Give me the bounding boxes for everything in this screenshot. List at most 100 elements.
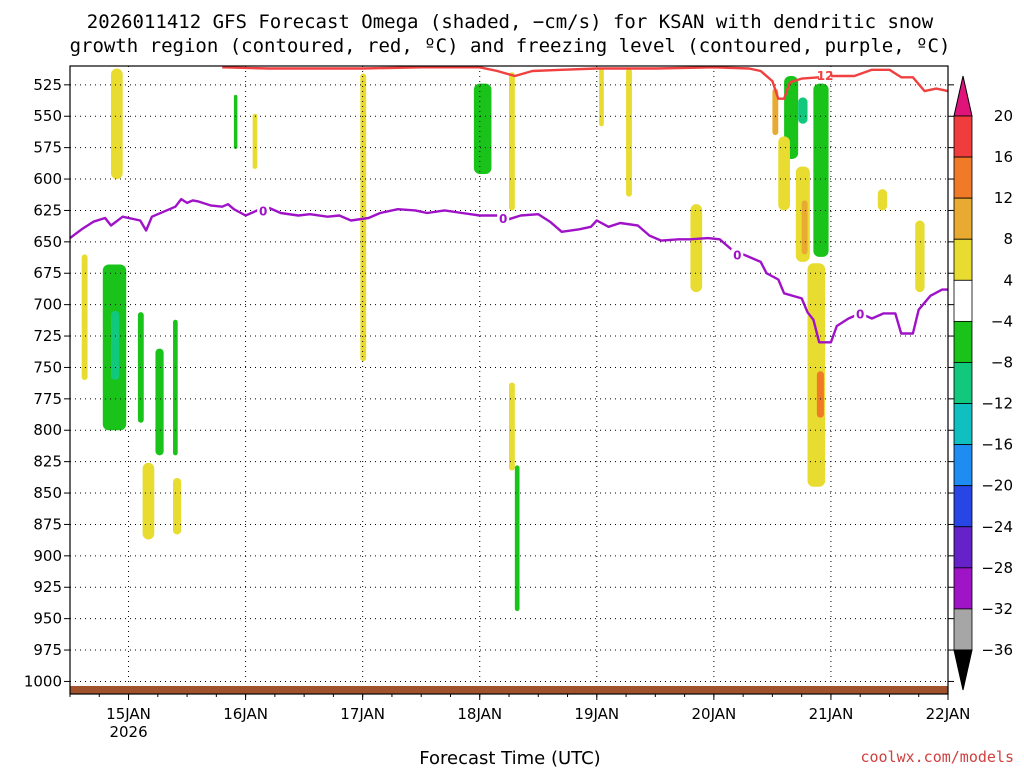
y-axis-ticks: 525 550 575 600 625 650 675 700 725 750 775 800 825 8… (24, 76, 954, 690)
freezing-level-label-bg (731, 248, 744, 262)
credit-text: coolwx.com/models (860, 748, 1014, 766)
omega-region (173, 477, 182, 535)
y-tick-label: 750 (33, 358, 62, 376)
terrain-band (70, 686, 948, 694)
chart-title-line-2: growth region (contoured, red, ºC) and f… (70, 35, 951, 57)
omega-region (690, 204, 703, 293)
colorbar-label: 12 (994, 189, 1013, 207)
freezing-level-label: 0 (259, 205, 267, 219)
omega-region (473, 83, 492, 175)
y-tick-label: 600 (33, 170, 62, 188)
colorbar-label: −28 (981, 559, 1013, 577)
y-tick-label: 975 (33, 641, 62, 659)
omega-region (233, 94, 238, 149)
x-tick-label: 22JAN (926, 705, 971, 723)
y-tick-label: 650 (33, 233, 62, 251)
x-axis-label: Forecast Time (UTC) (419, 748, 600, 768)
omega-region (801, 200, 808, 255)
colorbar-box (953, 279, 973, 322)
y-tick-label: 825 (33, 453, 62, 471)
freezing-level-label-bg (854, 307, 867, 321)
colorbar-box (953, 156, 973, 199)
colorbar-box (953, 608, 973, 651)
colorbar-label: −16 (981, 436, 1013, 454)
x-tick-label: 17JAN (340, 705, 385, 723)
omega-region (81, 254, 88, 380)
colorbar-box (953, 567, 973, 610)
omega-region (798, 97, 808, 124)
colorbar-label: −8 (991, 353, 1013, 371)
chart-title-line-1: 2026011412 GFS Forecast Omega (shaded, −… (87, 11, 934, 33)
x-tick-label: 21JAN (809, 705, 854, 723)
omega-region (252, 113, 258, 169)
colorbar-box (953, 238, 973, 281)
omega-region (877, 189, 888, 211)
y-tick-label: 800 (33, 421, 62, 439)
omega-region (599, 68, 604, 127)
omega-region (110, 310, 120, 380)
freezing-level-label: 0 (733, 249, 741, 263)
colorbar-label: −4 (991, 312, 1013, 330)
y-tick-label: 900 (33, 547, 62, 565)
x-tick-sublabel: 2026 (109, 723, 147, 741)
y-tick-label: 950 (33, 610, 62, 628)
freezing-level-label-bg (497, 212, 510, 226)
colorbar-bottom-triangle (953, 649, 973, 691)
colorbar-label: −36 (981, 641, 1013, 659)
colorbar-box (953, 526, 973, 569)
y-tick-label: 725 (33, 327, 62, 345)
omega-region (155, 348, 164, 456)
colorbar-top-triangle (953, 75, 973, 117)
colorbar-box (953, 197, 973, 240)
omega-region (816, 371, 824, 418)
colorbar-label: −12 (981, 395, 1013, 413)
contour-layer: 0 0 0 0 12 (69, 66, 949, 344)
omega-region (772, 88, 779, 136)
plot-area: 0 0 0 0 12 (69, 65, 949, 695)
omega-region (626, 68, 632, 197)
colorbar-label: 4 (1003, 271, 1013, 289)
y-tick-label: 1000 (24, 672, 62, 690)
omega-shading-layer (81, 68, 925, 612)
omega-region (110, 68, 123, 180)
colorbar-label: −24 (981, 518, 1013, 536)
colorbar-label: 20 (994, 107, 1013, 125)
freezing-level-label-bg (257, 204, 270, 218)
omega-region (509, 72, 515, 211)
omega-region (778, 136, 790, 211)
y-tick-label: 925 (33, 578, 62, 596)
colorbar-label: −32 (981, 600, 1013, 618)
colorbar-box (953, 485, 973, 528)
y-tick-label: 625 (33, 201, 62, 219)
colorbar-label: 16 (994, 148, 1013, 166)
dendritic-growth-contour (222, 66, 949, 100)
freezing-level-label: 0 (499, 212, 507, 226)
y-tick-label: 550 (33, 107, 62, 125)
omega-region (514, 465, 520, 612)
x-tick-label: 16JAN (223, 705, 268, 723)
omega-region (813, 83, 829, 257)
y-tick-label: 675 (33, 264, 62, 282)
y-tick-label: 700 (33, 296, 62, 314)
colorbar-label: 8 (1003, 230, 1013, 248)
y-tick-label: 775 (33, 390, 62, 408)
y-tick-label: 525 (33, 76, 62, 94)
colorbar: 20 16 12 8 4 −4 −8 −12 −16 −20 −24 −28 −32 −36 (953, 75, 1013, 691)
colorbar-box (953, 362, 973, 404)
x-tick-label: 18JAN (457, 705, 502, 723)
omega-region (915, 220, 925, 293)
x-tick-label: 15JAN (106, 705, 151, 723)
colorbar-box (953, 444, 973, 487)
freezing-level-label: 0 (856, 308, 864, 322)
x-tick-label: 20JAN (691, 705, 736, 723)
colorbar-box (953, 403, 973, 446)
omega-region (142, 462, 155, 540)
y-tick-label: 850 (33, 484, 62, 502)
y-tick-label: 875 (33, 515, 62, 533)
colorbar-box (953, 320, 973, 363)
x-tick-label: 19JAN (574, 705, 619, 723)
dendritic-growth-label-bg (819, 69, 832, 83)
dendritic-growth-label: 12 (817, 69, 834, 83)
